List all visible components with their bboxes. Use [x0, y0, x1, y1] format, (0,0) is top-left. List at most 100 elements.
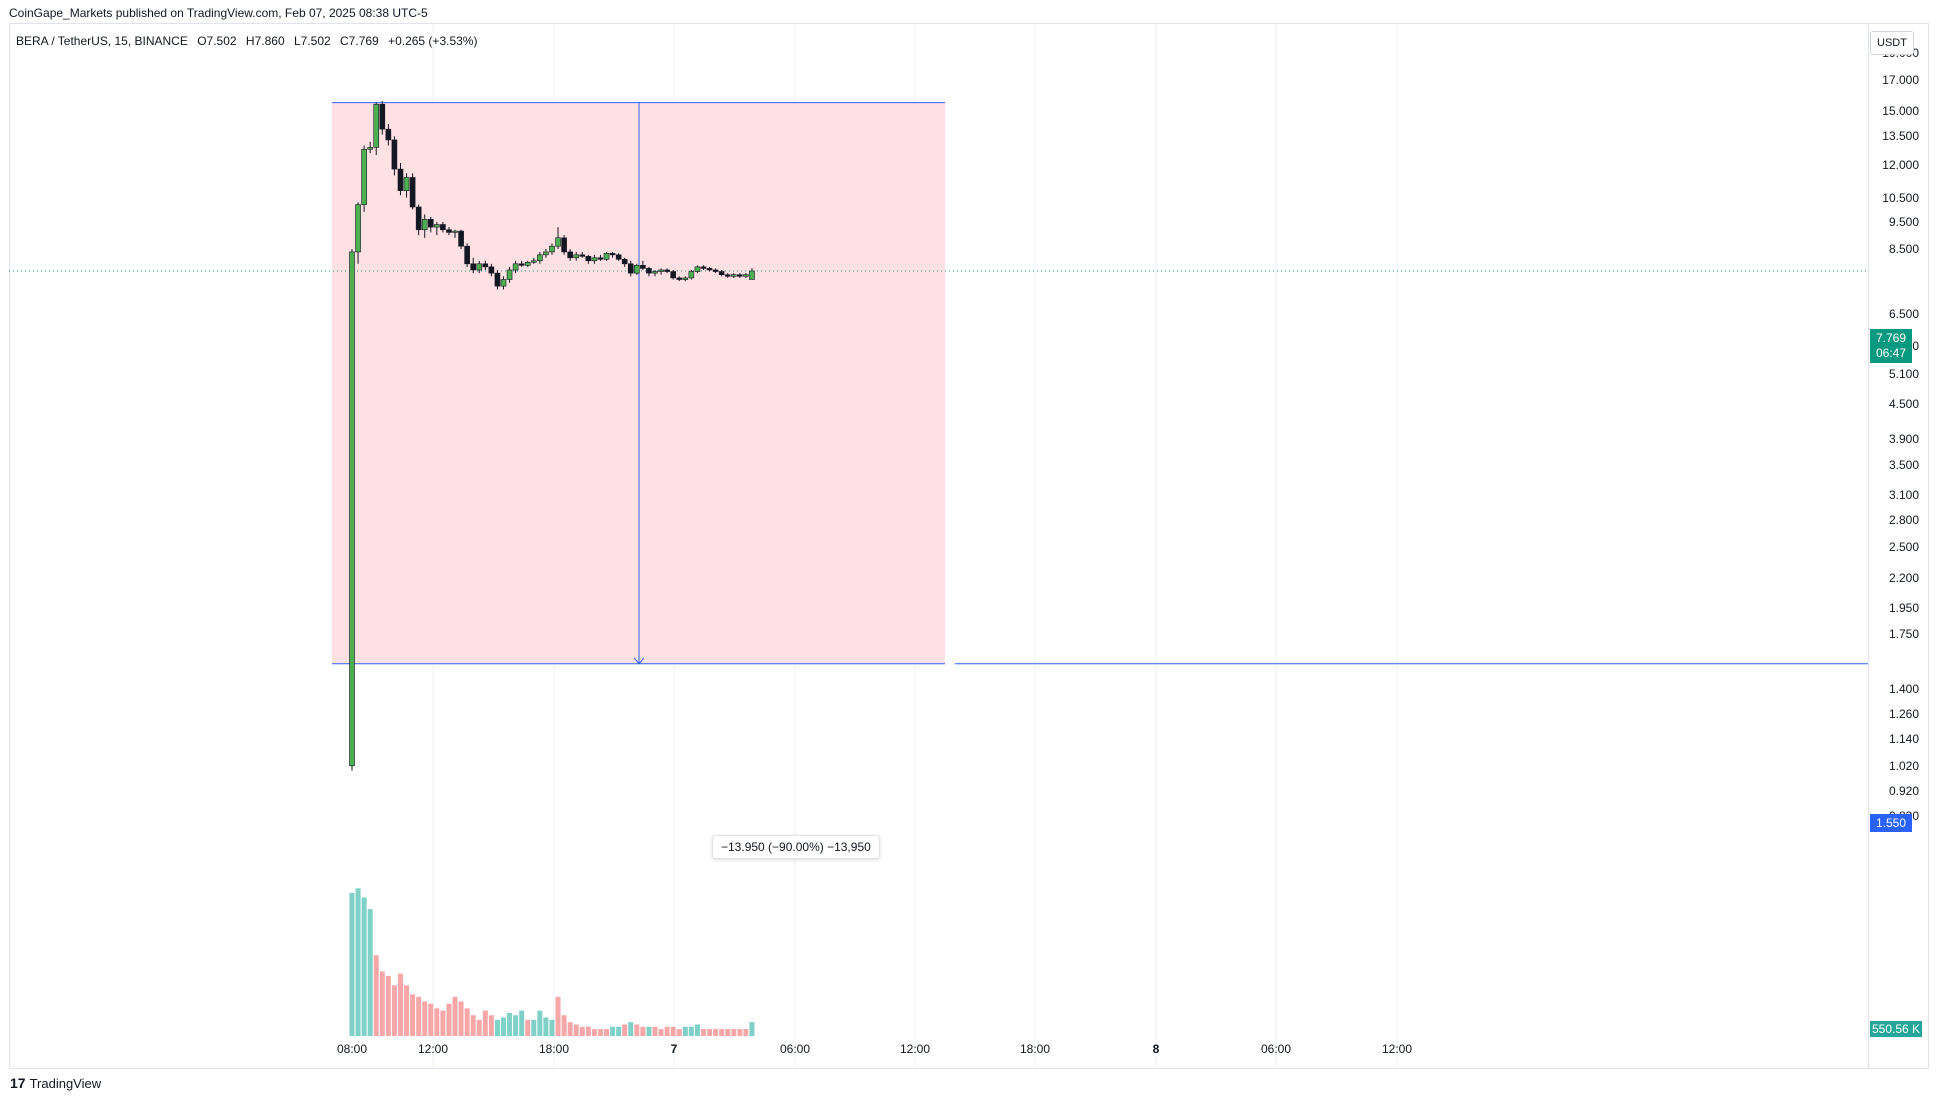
candle-body: [603, 253, 610, 260]
candle-body: [500, 279, 507, 287]
candle-body: [367, 147, 373, 150]
candle-body: [652, 271, 658, 274]
volume-bar: [719, 1029, 725, 1036]
candle-body: [700, 266, 707, 269]
time-tick-label: 18:00: [1019, 1042, 1051, 1056]
candle-body: [730, 274, 737, 277]
price-tick-label: 2.200: [1888, 571, 1919, 586]
price-tick-label: 2.800: [1888, 512, 1919, 527]
volume-bar: [361, 897, 367, 1036]
volume-bar: [707, 1029, 713, 1036]
candle-body: [524, 261, 531, 266]
volume-bar: [664, 1026, 670, 1036]
time-tick-label: 12:00: [417, 1042, 449, 1056]
volume-bar: [494, 1019, 500, 1036]
candle-body: [385, 128, 392, 141]
tradingview-logo[interactable]: 17 TradingView: [10, 1075, 101, 1091]
volume-bar: [694, 1024, 700, 1036]
candle-body: [609, 253, 616, 256]
legend-high: H7.860: [245, 34, 285, 48]
price-tick-label: 2.500: [1888, 540, 1919, 555]
candle-body: [591, 257, 598, 262]
candle-body: [415, 206, 422, 231]
volume-bar: [676, 1029, 682, 1036]
last-price-tag: 7.769 06:47: [1870, 329, 1912, 363]
volume-bar: [404, 985, 410, 1036]
price-tick-label: 3.100: [1888, 487, 1919, 502]
candle-body: [549, 245, 555, 253]
time-tick-label: 12:00: [1381, 1042, 1413, 1056]
volume-bar: [482, 1010, 488, 1036]
volume-bar: [573, 1024, 579, 1036]
last-price-value: 7.769: [1875, 331, 1907, 345]
candle-body: [573, 254, 580, 259]
price-axis[interactable]: 19.00017.00015.00013.50012.00010.5009.50…: [1868, 23, 1931, 1069]
price-tick-label: 1.020: [1888, 758, 1919, 773]
publisher-line: CoinGape_Markets published on TradingVie…: [9, 6, 428, 20]
volume-bar: [658, 1029, 664, 1036]
candle-body: [712, 269, 719, 272]
candle-body: [421, 219, 428, 231]
legend-low: L7.502: [293, 34, 331, 48]
price-tick-label: 1.400: [1888, 681, 1919, 696]
candle-body: [470, 263, 477, 271]
price-tick-label: 6.500: [1888, 307, 1919, 322]
candle-body: [361, 148, 367, 205]
time-tick-label: 8: [1152, 1042, 1160, 1056]
price-tick-label: 0.920: [1888, 783, 1919, 798]
price-tick-label: 1.750: [1888, 627, 1919, 642]
candle-body: [427, 219, 434, 228]
candle-body: [585, 256, 592, 262]
candle-body: [706, 268, 713, 271]
legend-symbol[interactable]: BERA / TetherUS, 15, BINANCE: [16, 34, 188, 48]
legend-open: O7.502: [197, 34, 237, 48]
volume-bar: [646, 1026, 652, 1036]
time-tick-label: 7: [670, 1042, 678, 1056]
price-tick-label: 10.500: [1882, 190, 1919, 205]
candle-body: [349, 251, 355, 767]
volume-bar: [688, 1026, 694, 1036]
volume-bar: [422, 1001, 428, 1036]
legend-close: C7.769: [340, 34, 379, 48]
chart-pane[interactable]: [9, 23, 1929, 1069]
volume-bar: [616, 1026, 622, 1036]
currency-unit-button[interactable]: USDT: [1870, 31, 1914, 55]
volume-tag: 550.56 K: [1870, 1021, 1922, 1037]
volume-bar: [700, 1029, 706, 1036]
volume-bar: [525, 1019, 531, 1036]
price-tick-label: 1.260: [1888, 707, 1919, 722]
volume-bar: [501, 1017, 506, 1036]
volume-bar: [652, 1026, 658, 1036]
candle-body: [627, 263, 634, 274]
volume-bar: [628, 1022, 634, 1036]
candle-body: [664, 269, 670, 272]
price-tick-label: 15.000: [1882, 103, 1919, 118]
measure-arrow-head: [633, 657, 645, 665]
candle-body: [597, 257, 604, 260]
volume-bar: [567, 1022, 573, 1036]
volume-bar: [416, 996, 422, 1036]
candle-body: [634, 265, 640, 274]
candle-body: [718, 271, 725, 276]
price-tick-label: 1.140: [1888, 731, 1919, 746]
candle-body: [749, 270, 755, 280]
candle-body: [458, 230, 464, 247]
volume-bar: [725, 1029, 731, 1036]
volume-bar: [537, 1010, 543, 1036]
candle-body: [640, 265, 646, 269]
volume-bar: [634, 1024, 640, 1036]
candle-body: [737, 274, 743, 277]
candle-body: [464, 245, 470, 265]
candle-body: [555, 237, 561, 247]
candle-body: [694, 266, 701, 272]
price-tick-label: 1.950: [1888, 600, 1919, 615]
volume-bar: [640, 1026, 646, 1036]
volume-bar: [543, 1017, 549, 1036]
volume-bar: [713, 1029, 719, 1036]
measure-label[interactable]: −13.950 (−90.00%) −13,950: [712, 835, 880, 859]
volume-bar: [367, 909, 373, 1036]
volume-bar: [410, 994, 416, 1036]
tradingview-name: TradingView: [29, 1075, 102, 1091]
candle-body: [579, 254, 586, 257]
